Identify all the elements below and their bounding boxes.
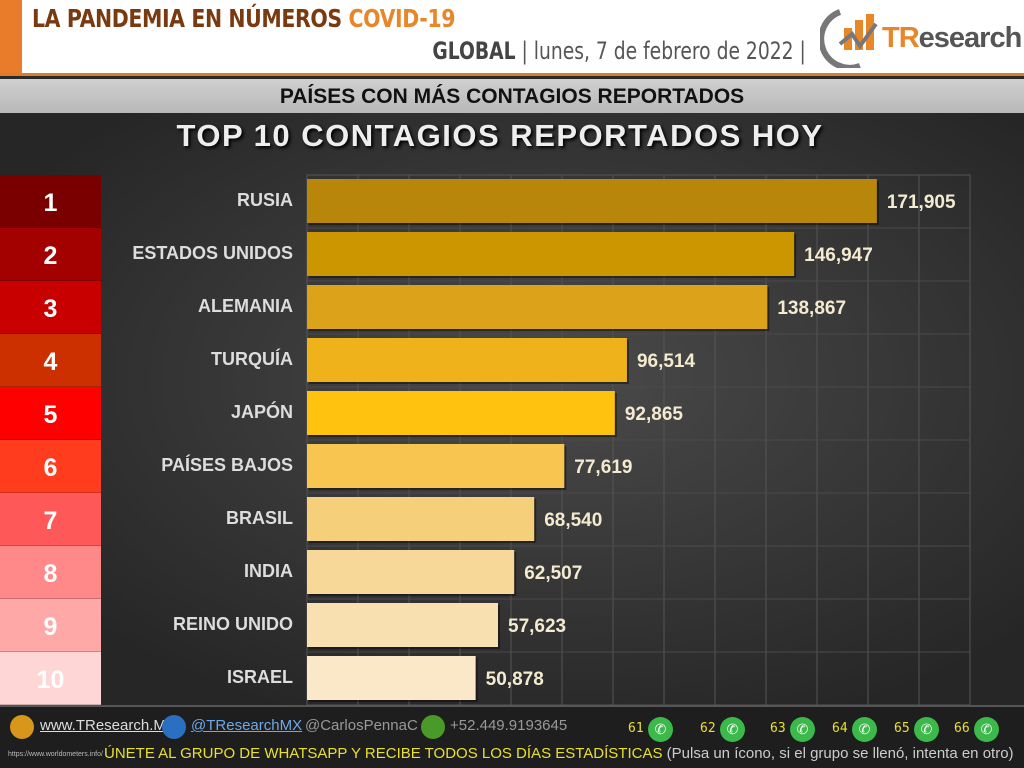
bar-estados-unidos bbox=[307, 232, 795, 276]
accent-stripe bbox=[0, 0, 22, 73]
group-number: 64 bbox=[832, 721, 848, 736]
bar-india bbox=[307, 550, 515, 594]
footer: www.TResearch.Mx @TResearchMX @CarlosPen… bbox=[0, 705, 1024, 768]
bar-turquía bbox=[307, 338, 627, 382]
section-band: PAÍSES CON MÁS CONTAGIOS REPORTADOS bbox=[0, 79, 1024, 113]
whatsapp-group-62-icon[interactable]: ✆ bbox=[720, 717, 745, 742]
group-number: 65 bbox=[894, 721, 910, 736]
rank-10: 10 bbox=[0, 652, 101, 705]
bar-brasil bbox=[307, 497, 535, 541]
category-label: INDIA bbox=[244, 561, 293, 581]
rank-1: 1 bbox=[0, 175, 101, 228]
category-label: RUSIA bbox=[237, 190, 293, 210]
value-label: 57,623 bbox=[508, 616, 566, 637]
phone-number: +52.449.9193645 bbox=[450, 717, 568, 734]
source-url: https://www.worldometers.info/ bbox=[8, 751, 103, 758]
date: lunes, 7 de febrero de 2022 bbox=[533, 37, 794, 65]
group-number: 61 bbox=[628, 721, 644, 736]
rank-5: 5 bbox=[0, 387, 101, 440]
chart-title: TOP 10 CONTAGIOS REPORTADOS HOY bbox=[176, 118, 824, 153]
group-number: 62 bbox=[700, 721, 716, 736]
personal-handle: @CarlosPennaC bbox=[305, 717, 418, 734]
value-label: 77,619 bbox=[574, 457, 632, 478]
bar-países-bajos bbox=[307, 444, 565, 488]
cta-text: ÚNETE AL GRUPO DE WHATSAPP Y RECIBE TODO… bbox=[104, 745, 663, 762]
page-title: LA PANDEMIA EN NÚMEROS COVID-19 bbox=[32, 4, 455, 33]
website-link[interactable]: www.TResearch.Mx bbox=[40, 717, 174, 734]
whatsapp-group-61-icon[interactable]: ✆ bbox=[648, 717, 673, 742]
logo-rest: esearch bbox=[918, 22, 1023, 54]
value-label: 62,507 bbox=[524, 563, 582, 584]
category-label: ESTADOS UNIDOS bbox=[132, 243, 293, 263]
twitter-icon bbox=[162, 715, 186, 739]
rank-9: 9 bbox=[0, 599, 101, 652]
category-label: REINO UNIDO bbox=[173, 614, 293, 634]
rank-8: 8 bbox=[0, 546, 101, 599]
rank-3: 3 bbox=[0, 281, 101, 334]
tresearch-logo-icon bbox=[820, 9, 878, 68]
title-main: LA PANDEMIA EN NÚMEROS bbox=[32, 4, 342, 33]
header: LA PANDEMIA EN NÚMEROS COVID-19 GLOBAL |… bbox=[0, 0, 1024, 76]
rank-2: 2 bbox=[0, 228, 101, 281]
whatsapp-group-63-icon[interactable]: ✆ bbox=[790, 717, 815, 742]
bar-israel bbox=[307, 656, 476, 700]
whatsapp-group-64-icon[interactable]: ✆ bbox=[852, 717, 877, 742]
category-label: BRASIL bbox=[226, 508, 293, 528]
value-label: 68,540 bbox=[544, 510, 602, 531]
category-label: ISRAEL bbox=[227, 667, 293, 687]
rank-4: 4 bbox=[0, 334, 101, 387]
value-label: 171,905 bbox=[887, 192, 956, 213]
whatsapp-cta: ÚNETE AL GRUPO DE WHATSAPP Y RECIBE TODO… bbox=[104, 745, 1014, 762]
category-label: PAÍSES BAJOS bbox=[161, 454, 293, 475]
group-number: 63 bbox=[770, 721, 786, 736]
rank-6: 6 bbox=[0, 440, 101, 493]
whatsapp-group-65-icon[interactable]: ✆ bbox=[914, 717, 939, 742]
subtitle: GLOBAL | lunes, 7 de febrero de 2022 | bbox=[432, 37, 806, 65]
logo-text: TResearch bbox=[882, 22, 1023, 55]
category-label: TURQUÍA bbox=[211, 348, 293, 369]
region: GLOBAL bbox=[432, 37, 516, 65]
value-label: 50,878 bbox=[486, 669, 544, 690]
twitter-link[interactable]: @TResearchMX bbox=[191, 717, 303, 734]
group-number: 66 bbox=[954, 721, 970, 736]
value-label: 138,867 bbox=[777, 298, 846, 319]
title-accent: COVID-19 bbox=[348, 4, 456, 33]
category-label: ALEMANIA bbox=[198, 296, 293, 316]
logo-t: TR bbox=[882, 22, 920, 54]
category-label: JAPÓN bbox=[231, 401, 293, 422]
cta-note: (Pulsa un ícono, si el grupo se llenó, i… bbox=[666, 745, 1014, 762]
whatsapp-group-66-icon[interactable]: ✆ bbox=[974, 717, 999, 742]
bar-alemania bbox=[307, 285, 768, 329]
phone-icon bbox=[421, 715, 445, 739]
value-label: 92,865 bbox=[625, 404, 684, 425]
bar-japón bbox=[307, 391, 615, 435]
globe-icon bbox=[10, 715, 34, 739]
bar-reino-unido bbox=[307, 603, 499, 647]
value-label: 146,947 bbox=[804, 245, 873, 266]
value-label: 96,514 bbox=[637, 351, 696, 372]
bar-rusia bbox=[307, 179, 877, 223]
rank-7: 7 bbox=[0, 493, 101, 546]
